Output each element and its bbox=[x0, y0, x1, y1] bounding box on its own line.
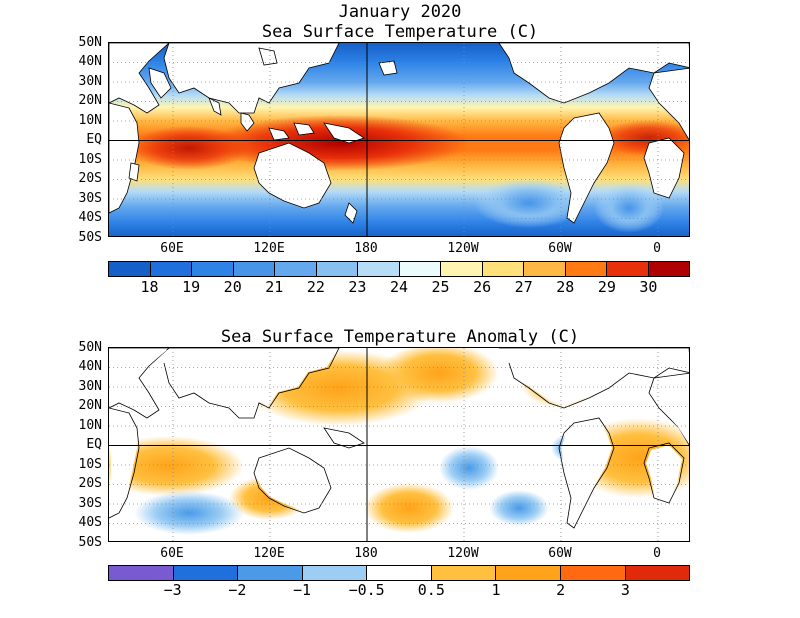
sst-title: Sea Surface Temperature (C) bbox=[261, 22, 539, 42]
colorbar-label: 30 bbox=[639, 278, 658, 296]
colorbar-label: 19 bbox=[182, 278, 201, 296]
colorbar-swatch bbox=[367, 566, 432, 580]
anomaly-map bbox=[108, 347, 690, 542]
colorbar-label: 21 bbox=[265, 278, 284, 296]
lat-label: 50N bbox=[78, 35, 102, 50]
lat-label: 50N bbox=[78, 340, 102, 355]
colorbar-swatch bbox=[565, 262, 607, 276]
lat-label: 40S bbox=[78, 515, 102, 530]
lat-label: 50S bbox=[78, 230, 102, 245]
lon-label: 60W bbox=[548, 241, 572, 256]
colorbar-swatch bbox=[431, 566, 497, 580]
colorbar-label: −3 bbox=[163, 581, 182, 599]
lon-label: 120E bbox=[253, 546, 285, 561]
colorbar-label: 26 bbox=[473, 278, 492, 296]
colorbar-label: 23 bbox=[348, 278, 367, 296]
colorbar-swatch bbox=[302, 566, 368, 580]
lat-label: 30N bbox=[78, 379, 102, 394]
colorbar-label: 27 bbox=[514, 278, 533, 296]
colorbar-swatch bbox=[275, 262, 317, 276]
lat-label: EQ bbox=[86, 437, 102, 452]
colorbar-label: 1 bbox=[491, 581, 501, 599]
colorbar-label: 2 bbox=[556, 581, 566, 599]
colorbar-label: 3 bbox=[620, 581, 630, 599]
colorbar-swatch bbox=[192, 262, 234, 276]
lon-label: 180 bbox=[354, 546, 378, 561]
lat-label: 10N bbox=[78, 418, 102, 433]
colorbar-swatch bbox=[233, 262, 275, 276]
lon-label: 60E bbox=[160, 546, 184, 561]
colorbar-swatch bbox=[482, 262, 524, 276]
colorbar-swatch bbox=[441, 262, 483, 276]
colorbar-swatch bbox=[524, 262, 566, 276]
colorbar-label: 22 bbox=[306, 278, 325, 296]
lon-label: 0 bbox=[653, 546, 661, 561]
colorbar-swatch bbox=[150, 262, 192, 276]
lat-label: 20S bbox=[78, 171, 102, 186]
lat-label: 30N bbox=[78, 74, 102, 89]
colorbar-label: −2 bbox=[228, 581, 247, 599]
lon-label: 180 bbox=[354, 241, 378, 256]
colorbar-swatch bbox=[358, 262, 400, 276]
colorbar-swatch bbox=[496, 566, 561, 580]
lon-label: 120E bbox=[253, 241, 285, 256]
lat-label: 30S bbox=[78, 496, 102, 511]
lon-label: 120W bbox=[447, 546, 479, 561]
lat-label: 40N bbox=[78, 54, 102, 69]
colorbar-swatch bbox=[109, 566, 174, 580]
anom-title: Sea Surface Temperature Anomaly (C) bbox=[220, 327, 580, 347]
colorbar-swatch bbox=[560, 566, 626, 580]
colorbar-label: 28 bbox=[556, 278, 575, 296]
colorbar-label: 0.5 bbox=[417, 581, 445, 599]
lon-label: 60W bbox=[548, 546, 572, 561]
colorbar-label: 20 bbox=[223, 278, 242, 296]
sst-colorbar bbox=[108, 261, 690, 277]
colorbar-swatch bbox=[238, 566, 303, 580]
colorbar-swatch bbox=[607, 262, 649, 276]
colorbar-swatch bbox=[625, 566, 690, 580]
colorbar-label: 18 bbox=[140, 278, 159, 296]
colorbar-swatch bbox=[173, 566, 239, 580]
lat-label: 40S bbox=[78, 210, 102, 225]
colorbar-label: 24 bbox=[389, 278, 409, 296]
lat-label: 10S bbox=[78, 457, 102, 472]
lat-label: 10N bbox=[78, 113, 102, 128]
colorbar-swatch bbox=[648, 262, 689, 276]
colorbar-swatch bbox=[109, 262, 151, 276]
lat-label: 10S bbox=[78, 152, 102, 167]
anomaly-colorbar bbox=[108, 565, 690, 581]
colorbar-swatch bbox=[399, 262, 441, 276]
colorbar-label: −0.5 bbox=[348, 581, 385, 599]
colorbar-label: 29 bbox=[597, 278, 616, 296]
lat-label: 20N bbox=[78, 93, 102, 108]
lon-label: 0 bbox=[653, 241, 661, 256]
lon-label: 60E bbox=[160, 241, 184, 256]
colorbar-label: 25 bbox=[431, 278, 450, 296]
month-title: January 2020 bbox=[338, 2, 462, 22]
colorbar-swatch bbox=[316, 262, 358, 276]
lat-label: 40N bbox=[78, 359, 102, 374]
lat-label: 20N bbox=[78, 398, 102, 413]
lat-label: 50S bbox=[78, 535, 102, 550]
sst-map bbox=[108, 42, 690, 237]
lat-label: 20S bbox=[78, 476, 102, 491]
lon-label: 120W bbox=[447, 241, 479, 256]
lat-label: 30S bbox=[78, 191, 102, 206]
colorbar-label: −1 bbox=[292, 581, 312, 599]
lat-label: EQ bbox=[86, 132, 102, 147]
